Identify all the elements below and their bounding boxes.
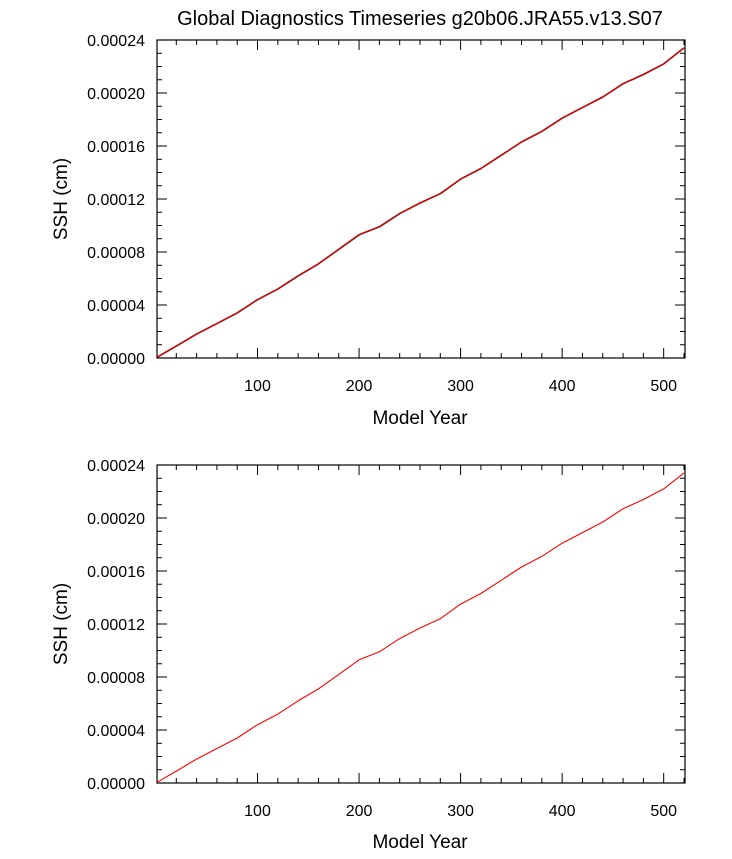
series-line [156,472,685,783]
y-tick-label: 0.00020 [87,511,145,528]
figure-title: Global Diagnostics Timeseries g20b06.JRA… [177,8,663,30]
axis-ticks [157,39,685,359]
y-tick-label: 0.00012 [87,192,145,209]
x-tick-label: 400 [549,803,576,820]
y-tick-label: 0.00004 [87,298,145,315]
x-tick-label: 100 [244,803,271,820]
y-axis-label: SSH (cm) [51,158,72,240]
x-axis-label: Model Year [372,408,468,429]
y-tick-labels: 0.00000 0.00004 0.00008 0.00012 0.00016 0.000… [87,458,145,793]
x-tick-label: 300 [447,803,474,820]
y-tick-label: 0.00016 [87,139,145,156]
y-tick-label: 0.00008 [87,670,145,687]
x-tick-label: 400 [549,378,576,395]
y-tick-label: 0.00008 [87,245,145,262]
x-tick-labels: 100 200 300 400 500 [244,803,677,820]
series-lines [156,472,685,783]
y-tick-label: 0.00024 [87,33,145,50]
y-tick-label: 0.00016 [87,564,145,581]
x-tick-label: 200 [346,803,373,820]
plot-panel-top: 0.00000 0.00004 0.00008 0.00012 0.00016 0.000… [51,33,686,429]
x-tick-label: 500 [650,803,677,820]
plot-panel-bottom: 0.00000 0.00004 0.00008 0.00012 0.00016 0.000… [51,458,686,853]
y-tick-label: 0.00012 [87,617,145,634]
series-line [156,47,685,358]
y-tick-label: 0.00000 [87,351,145,368]
plot-frame [156,464,686,784]
plot-frame [156,39,686,359]
y-tick-label: 0.00000 [87,776,145,793]
x-tick-label: 200 [346,378,373,395]
axis-ticks [157,464,685,784]
x-axis-label: Model Year [372,832,468,853]
x-tick-label: 500 [650,378,677,395]
y-tick-label: 0.00020 [87,86,145,103]
series-lines [156,47,685,358]
x-tick-label: 300 [447,378,474,395]
y-tick-label: 0.00024 [87,458,145,475]
y-tick-label: 0.00004 [87,723,145,740]
y-axis-label: SSH (cm) [51,583,72,665]
x-tick-labels: 100 200 300 400 500 [244,378,677,395]
y-tick-labels: 0.00000 0.00004 0.00008 0.00012 0.00016 0.000… [87,33,145,368]
x-tick-label: 100 [244,378,271,395]
